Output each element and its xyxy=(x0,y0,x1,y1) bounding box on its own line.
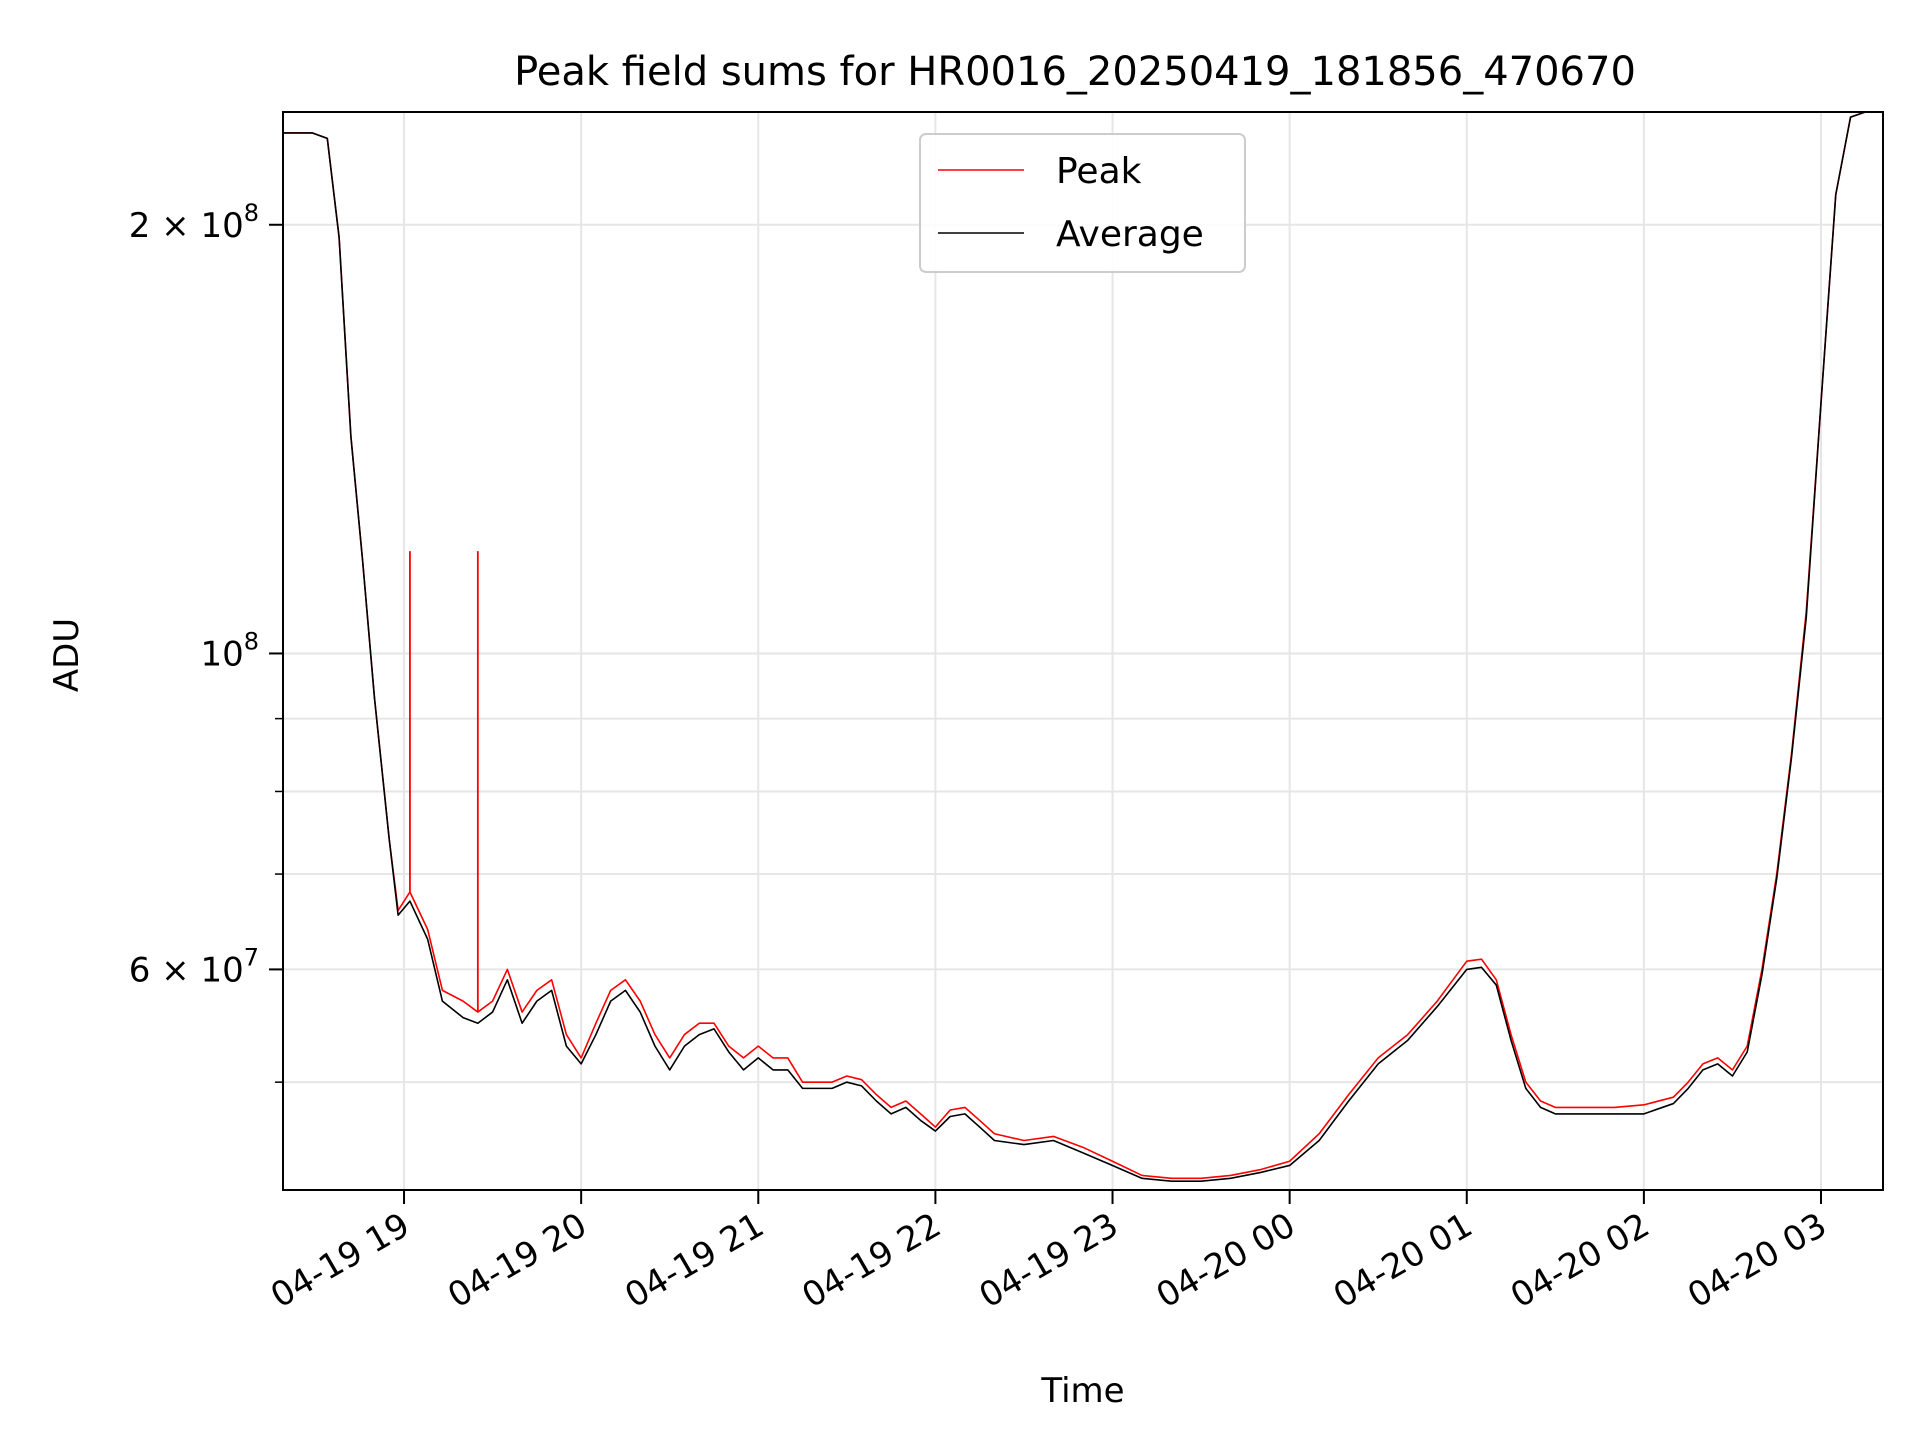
grid xyxy=(283,112,1883,1190)
series-line-peak xyxy=(283,111,1875,1180)
series-line-average xyxy=(283,111,1875,1183)
legend-label-peak: Peak xyxy=(1056,151,1142,192)
y-tick-label: 2 × 108 xyxy=(129,199,259,246)
y-tick-label: 6 × 107 xyxy=(129,943,259,990)
legend-box xyxy=(919,133,1246,273)
legend-label-average: Average xyxy=(1056,214,1204,255)
y-axis-label: ADU xyxy=(47,618,87,692)
series-group xyxy=(283,111,1875,1183)
y-axis-ticks: 2 × 108 108 6 × 107 xyxy=(129,199,283,1083)
legend: Peak Average xyxy=(919,133,1246,273)
plot-frame xyxy=(282,111,1884,1191)
chart-title: Peak field sums for HR0016_20250419_1818… xyxy=(514,49,1636,95)
x-axis-label: Time xyxy=(1040,1371,1124,1411)
y-tick-label: 108 xyxy=(200,627,259,674)
